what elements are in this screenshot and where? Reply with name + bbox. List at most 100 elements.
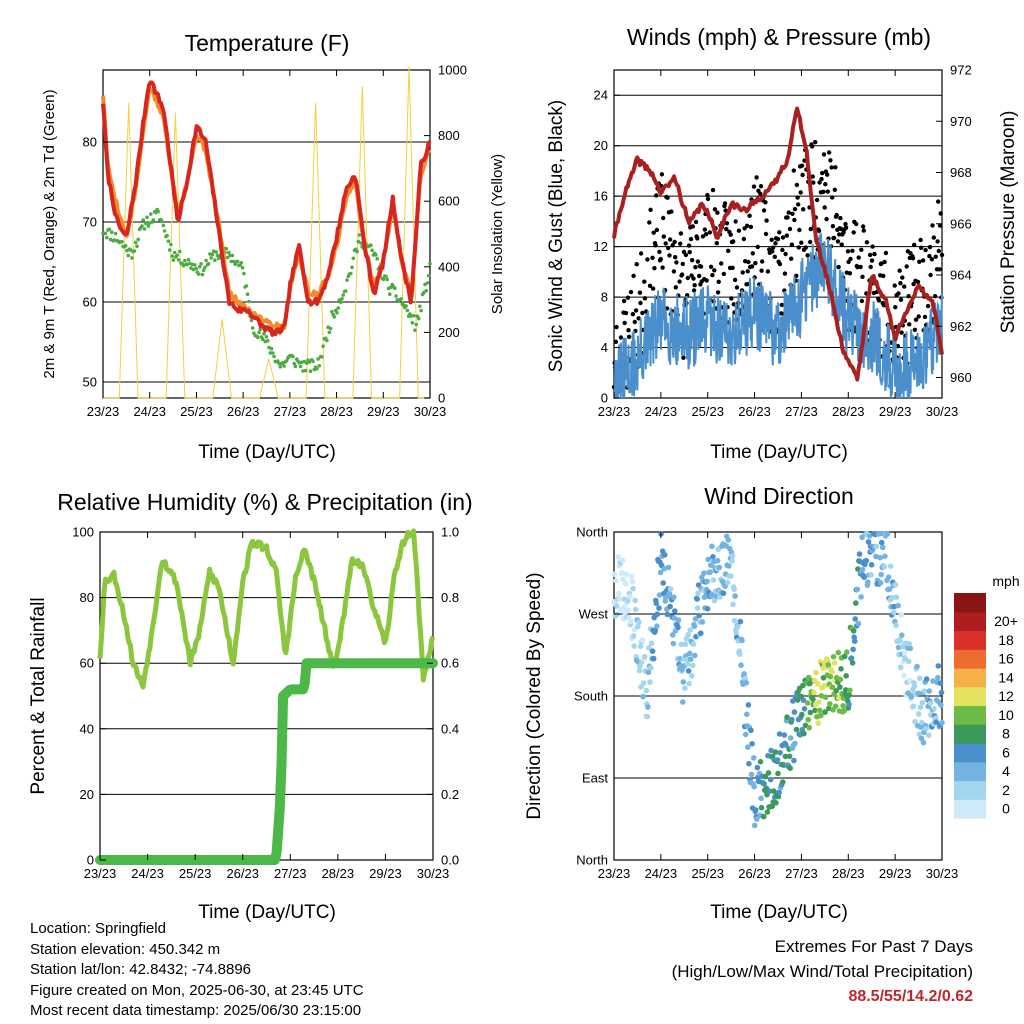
- gust-point: [893, 305, 898, 310]
- gust-point: [809, 144, 815, 149]
- direction-point: [804, 700, 811, 706]
- gust-point: [834, 212, 839, 218]
- gust-point: [779, 302, 784, 308]
- gust-point: [667, 253, 672, 258]
- direction-point: [661, 565, 668, 572]
- y-tick-label-right: 1000: [438, 63, 467, 78]
- direction-point: [632, 597, 638, 604]
- gust-point: [932, 294, 938, 299]
- direction-point: [856, 551, 863, 557]
- humidity-title: Relative Humidity (%) & Precipitation (i…: [57, 489, 472, 515]
- dewpoint-point: [165, 233, 169, 238]
- x-tick-label: 28/23: [322, 866, 355, 881]
- dewpoint-point: [298, 364, 303, 369]
- gust-point: [754, 175, 759, 180]
- direction-point: [671, 594, 677, 600]
- temperature-title: Temperature (F): [185, 30, 350, 56]
- sonic-wind-line: [613, 232, 943, 399]
- direction-point: [815, 699, 822, 705]
- direction-point: [822, 694, 829, 700]
- gust-point: [791, 168, 796, 173]
- direction-point: [935, 663, 942, 669]
- colorbar-swatch: [954, 705, 986, 725]
- direction-point: [846, 701, 852, 708]
- direction-point: [878, 539, 885, 546]
- colorbar-swatch: [954, 780, 986, 800]
- dewpoint-point: [213, 258, 217, 263]
- gust-point: [672, 239, 677, 245]
- y-tick-label: 24: [594, 88, 608, 103]
- direction-point: [695, 590, 701, 597]
- direction-point: [877, 580, 884, 586]
- direction-point: [687, 656, 694, 662]
- gust-point: [922, 314, 928, 320]
- direction-point: [827, 701, 833, 707]
- direction-point: [750, 755, 757, 761]
- direction-panel: Wind Direction 23/23 24/23 25/23 26/23 27/23…: [524, 483, 1020, 923]
- direction-point: [818, 712, 824, 719]
- gust-point: [811, 180, 816, 185]
- x-tick-label: 27/23: [785, 866, 818, 881]
- y-tick-label: 80: [80, 590, 94, 605]
- dewpoint-point: [345, 278, 349, 282]
- gust-point: [821, 189, 826, 194]
- gust-point: [685, 275, 690, 281]
- direction-point: [729, 558, 735, 564]
- direction-point: [902, 655, 908, 662]
- dewpoint-point: [193, 263, 197, 267]
- gust-point: [820, 170, 825, 176]
- direction-point: [741, 671, 747, 677]
- gust-point: [731, 239, 736, 244]
- dewpoint-point: [107, 227, 112, 231]
- x-tick-label: 25/23: [691, 866, 724, 881]
- direction-point: [787, 735, 794, 741]
- gust-point: [783, 251, 788, 257]
- dewpoint-point: [264, 335, 269, 339]
- direction-point: [873, 553, 879, 560]
- direction-point: [695, 582, 702, 588]
- dewpoint-point: [351, 256, 356, 261]
- direction-point: [621, 604, 627, 611]
- x-tick-label: 27/23: [274, 866, 307, 881]
- gust-point: [683, 252, 689, 258]
- direction-point: [805, 674, 812, 681]
- y-tick-label: South: [574, 689, 608, 704]
- direction-point: [757, 758, 764, 765]
- direction-point: [829, 684, 836, 690]
- direction-point: [729, 553, 736, 559]
- gust-point: [902, 284, 907, 289]
- dewpoint-point: [105, 235, 109, 240]
- gust-point: [928, 272, 933, 278]
- gust-point: [861, 224, 866, 229]
- direction-point: [836, 695, 842, 701]
- colorbar-label: 0: [1002, 801, 1010, 817]
- x-tick-label: 28/23: [320, 404, 353, 419]
- x-tick-label: 25/23: [180, 404, 213, 419]
- x-tick-label: 26/23: [738, 866, 771, 881]
- dewpoint-point: [183, 258, 187, 263]
- dewpoint-point: [215, 253, 220, 258]
- gust-point: [780, 235, 786, 240]
- gust-point: [626, 328, 631, 333]
- direction-point: [863, 557, 870, 564]
- gust-point: [677, 279, 682, 284]
- gust-point: [673, 285, 678, 290]
- gust-point: [789, 242, 795, 247]
- direction-point: [682, 685, 688, 691]
- gust-point: [795, 195, 800, 200]
- dewpoint-point: [242, 271, 246, 276]
- dewpoint-point: [307, 360, 312, 364]
- gust-point: [724, 226, 729, 232]
- gust-point: [638, 300, 643, 306]
- gust-point: [614, 324, 619, 330]
- gust-point: [785, 215, 790, 220]
- dewpoint-point: [113, 231, 118, 236]
- direction-point: [645, 704, 651, 710]
- direction-point: [876, 531, 883, 537]
- x-tick-label: 28/23: [832, 866, 865, 881]
- colorbar-swatch: [954, 743, 986, 763]
- y-tick-label: 8: [601, 290, 608, 305]
- gust-point: [892, 283, 897, 288]
- y-tick-label: North: [576, 525, 608, 540]
- direction-point: [636, 619, 642, 625]
